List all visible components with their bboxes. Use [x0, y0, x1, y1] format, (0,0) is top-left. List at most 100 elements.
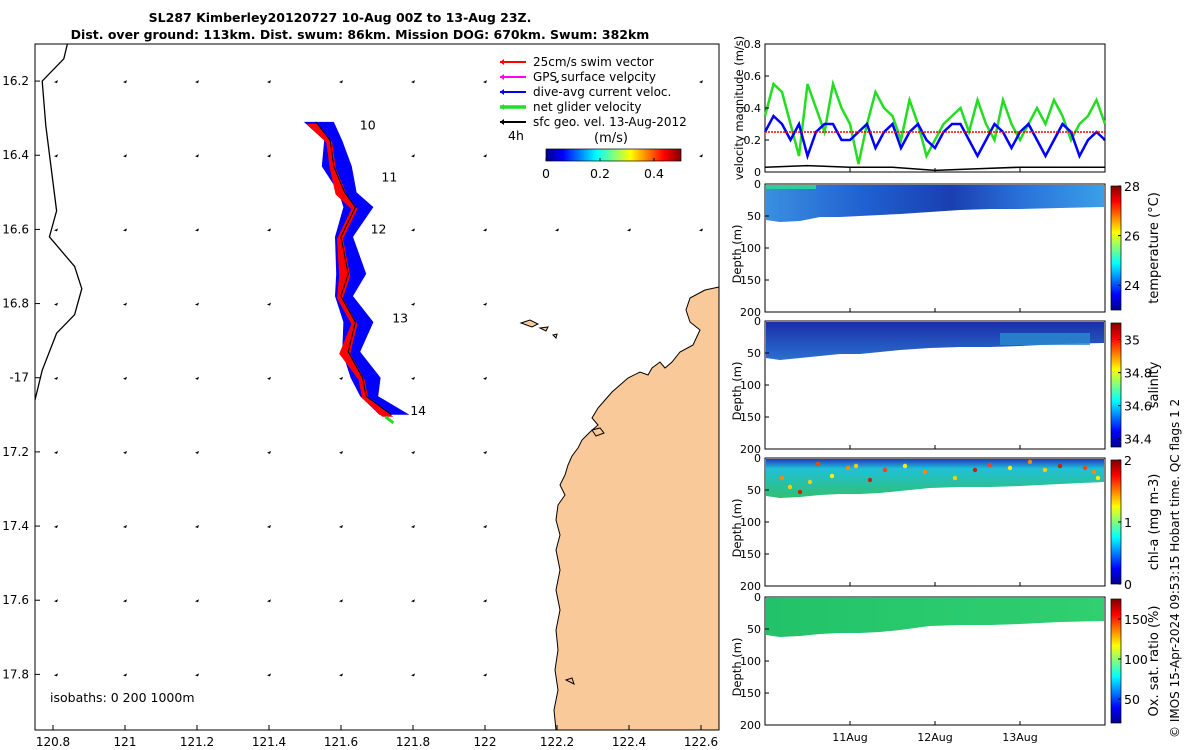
map-y-axis: 16.2 16.4 16.6 16.8 -17 17.2 17.4 17.6 17.8 — [2, 74, 40, 681]
net-velocity-end — [384, 415, 395, 425]
colorbar-tick-label: 34.4 — [1124, 432, 1152, 447]
sfc-geo-vector — [195, 673, 199, 677]
day-label: 10 — [360, 118, 376, 133]
sfc-geo-vector — [123, 525, 127, 529]
chl-sample-dot — [902, 463, 908, 469]
day-label: 12 — [371, 221, 387, 236]
colorbar-tick-label: 34.8 — [1124, 366, 1152, 381]
sfc-geo-vector — [699, 228, 703, 232]
legend-arrowhead — [500, 104, 504, 110]
velocity-y-tick-label: 0.6 — [744, 70, 762, 83]
swim-vector-band — [306, 123, 394, 417]
chl-sample-dot — [1091, 469, 1097, 475]
sfc-geo-vector — [195, 376, 199, 380]
credit-text: © IMOS 15-Apr-2024 09:53:15 Hobart time.… — [1168, 398, 1182, 738]
sfc-geo-vector — [267, 525, 271, 529]
map-x-tick-label: 121.4 — [252, 735, 286, 749]
depth-axis-label: Depth (m) — [730, 362, 744, 421]
sfc-geo-vector — [699, 80, 703, 84]
legend-arrowhead — [500, 59, 504, 65]
colorbar-tick-label: 26 — [1124, 229, 1140, 244]
chl-sample-dot — [853, 463, 859, 469]
sfc-geo-vector — [195, 599, 199, 603]
depth-tick-label: 200 — [740, 306, 761, 319]
island — [538, 326, 549, 332]
date-tick-label: 12Aug — [917, 731, 952, 744]
sfc-geo-vector — [54, 228, 58, 232]
sfc-geo-vector — [339, 450, 343, 454]
colorbar-label: salinity — [1147, 361, 1162, 408]
map-colorbar-tick-label: 0 — [542, 166, 550, 181]
velocity-series-line — [763, 79, 1107, 165]
date-tick-label: 11Aug — [832, 731, 867, 744]
section-colorbars: 24 26 28 temperature (°C) 34.4 34.6 34.8 35 sali… — [1110, 179, 1162, 724]
sfc-geo-vector — [54, 525, 58, 529]
temperature-section — [766, 185, 1104, 222]
sfc-geo-vector — [267, 599, 271, 603]
sfc-geo-vector — [411, 154, 415, 158]
map-y-tick-label: 16.8 — [2, 297, 29, 311]
sfc-geo-vector — [123, 154, 127, 158]
chart-title-line2: Dist. over ground: 113km. Dist. swum: 86… — [70, 27, 650, 42]
colorbar-label: Ox. sat. ratio (%) — [1147, 606, 1162, 717]
velocity-y-axis: 0 0.2 0.4 0.6 0.8 — [744, 38, 1105, 179]
colorbar-tick-label: 2 — [1124, 453, 1132, 468]
colorbar-tick-label: 24 — [1124, 278, 1140, 293]
chl-sample-dot — [867, 477, 873, 483]
sfc-geo-vector — [54, 80, 58, 84]
velocity-series-line — [763, 113, 1106, 161]
sfc-geo-vector — [54, 599, 58, 603]
chl-sample-dot — [882, 467, 888, 473]
oxygen-colorbar — [1110, 598, 1122, 724]
depth-tick-label: 200 — [740, 443, 761, 456]
salinity-section — [766, 322, 1104, 360]
map-y-tick-label: 17.8 — [2, 667, 29, 681]
chlorophyll-section — [766, 459, 1104, 498]
sfc-geo-vector — [483, 525, 487, 529]
chl-sample-dot — [1095, 475, 1101, 481]
map-x-tick-label: 121.8 — [396, 735, 430, 749]
island — [591, 427, 605, 437]
velocity-y-tick-label: 0.8 — [744, 38, 762, 51]
map-x-tick-label: 121 — [114, 735, 137, 749]
chl-sample-dot — [1007, 465, 1013, 471]
section-axes: 0 50 100 150 200 Depth (m) 0 50 100 150 200 Depth (… — [730, 168, 1038, 744]
sfc-geo-vector — [483, 599, 487, 603]
velocity-ylabel: velocity magnitude (m/s) — [732, 36, 746, 181]
sfc-geo-vector — [195, 80, 199, 84]
chl-sample-dot — [829, 473, 835, 479]
depth-tick-label: 50 — [747, 210, 761, 223]
depth-tick-label: 150 — [740, 687, 761, 700]
sfc-geo-vector — [267, 154, 271, 158]
salinity-panel — [764, 320, 1106, 450]
legend-label: net glider velocity — [533, 100, 641, 114]
sfc-geo-vector — [54, 302, 58, 306]
map-y-tick-label: 17.2 — [2, 445, 29, 459]
legend-label: dive-avg current veloc. — [533, 85, 671, 99]
sfc-geo-vector — [123, 376, 127, 380]
legend-scale-label: 4h — [508, 128, 524, 143]
isobath-label: isobaths: 0 200 1000m — [50, 690, 195, 705]
depth-tick-label: 100 — [740, 516, 761, 529]
colorbar-tick-label: 100 — [1124, 652, 1148, 667]
chl-sample-dot — [779, 475, 785, 481]
map-y-tick-label: 16.2 — [2, 74, 29, 88]
chl-sample-dot — [1082, 465, 1088, 471]
map-x-axis: 120.8 121 121.2 121.4 121.6 121.8 122 122.2 122.… — [36, 725, 718, 749]
chl-sample-dot — [922, 469, 928, 475]
chl-sample-dot — [952, 475, 958, 481]
chl-sample-dot — [815, 461, 821, 467]
sfc-geo-vector — [267, 673, 271, 677]
sfc-geo-vector — [627, 228, 631, 232]
map-x-tick-label: 122.2 — [540, 735, 574, 749]
chl-sample-dot — [972, 467, 978, 473]
sfc-geo-vector — [339, 80, 343, 84]
sfc-geo-vector — [411, 525, 415, 529]
sfc-geo-vector — [123, 599, 127, 603]
legend-label: 25cm/s swim vector — [533, 55, 654, 69]
sfc-geo-vector — [483, 450, 487, 454]
sfc-geo-vector — [483, 302, 487, 306]
colorbar-label: chl-a (mg m-3) — [1147, 474, 1162, 571]
